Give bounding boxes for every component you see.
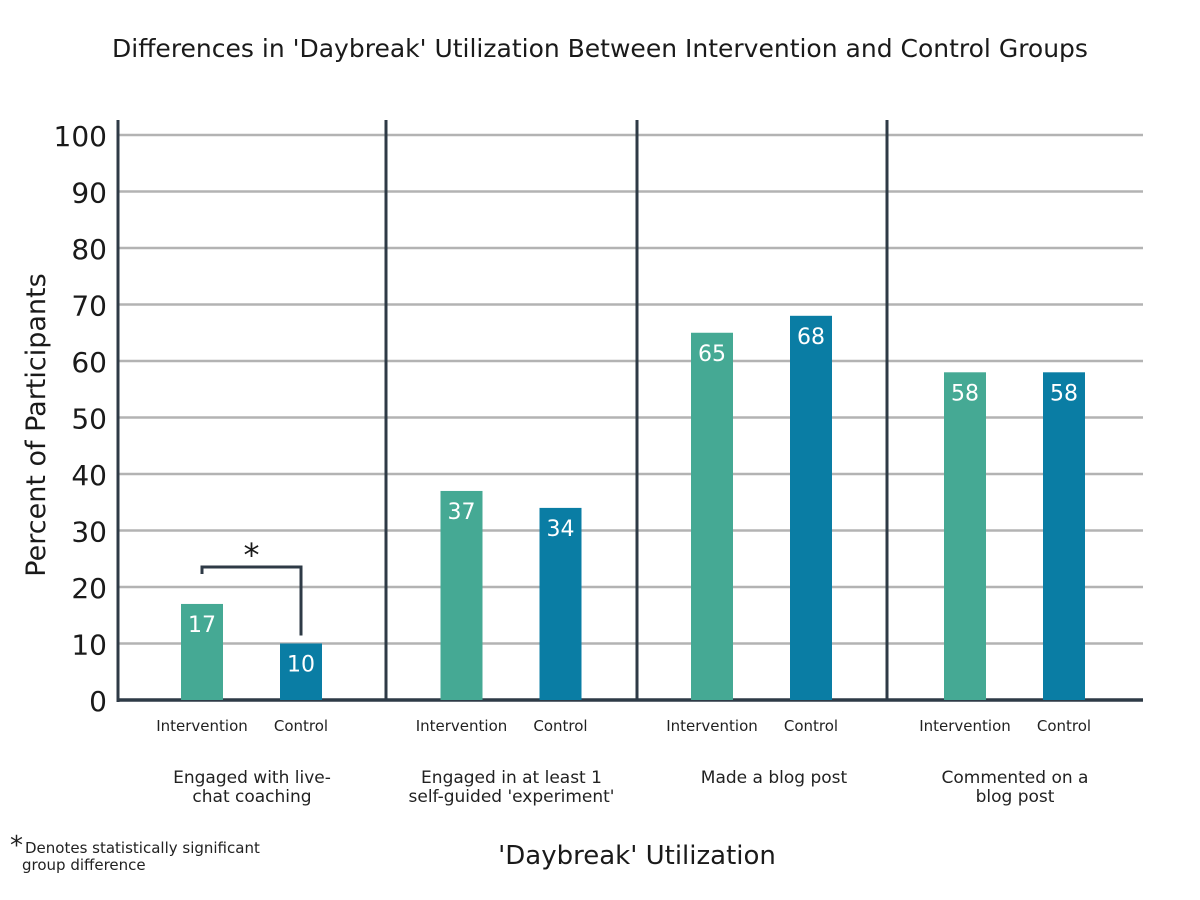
y-tick-label-50: 50 bbox=[71, 403, 107, 436]
category-label-group1-line1: Engaged with live- bbox=[173, 768, 331, 788]
significance-asterisk: * bbox=[244, 536, 260, 574]
y-tick-label-60: 60 bbox=[71, 346, 107, 379]
bar-group2-intervention bbox=[440, 490, 483, 700]
x-tick-label-group4-control: Control bbox=[1037, 717, 1091, 735]
bar-group3-intervention bbox=[691, 332, 733, 700]
y-tick-label-10: 10 bbox=[71, 629, 107, 662]
bar-value-label-group2-intervention: 37 bbox=[448, 500, 476, 525]
bar-value-label-group3-control: 68 bbox=[797, 325, 825, 350]
bar-value-label-group1-control: 10 bbox=[287, 653, 315, 678]
bar-group4-intervention bbox=[944, 372, 986, 700]
category-label-group4-line1: Commented on a bbox=[942, 768, 1089, 788]
bar-value-label-group3-intervention: 65 bbox=[698, 342, 726, 367]
footnote-line-2: group difference bbox=[22, 856, 146, 874]
x-tick-label-group4-intervention: Intervention bbox=[919, 717, 1011, 735]
bar-group1-control bbox=[280, 643, 322, 700]
category-label-group4-line2: blog post bbox=[976, 787, 1055, 807]
bar-value-label-group2-control: 34 bbox=[547, 517, 575, 542]
category-label-group2-line2: self-guided 'experiment' bbox=[409, 787, 615, 807]
significance-bracket bbox=[200, 565, 303, 636]
x-tick-label-group2-control: Control bbox=[533, 717, 587, 735]
bar-value-label-group4-intervention: 58 bbox=[951, 381, 979, 406]
x-tick-label-group3-control: Control bbox=[784, 717, 838, 735]
bar-group3-control bbox=[790, 315, 832, 700]
x-tick-label-group3-intervention: Intervention bbox=[666, 717, 758, 735]
category-label-group1-line2: chat coaching bbox=[192, 787, 311, 807]
x-tick-label-group1-control: Control bbox=[274, 717, 328, 735]
bar-group1-intervention bbox=[181, 603, 223, 700]
bar-group2-control bbox=[539, 507, 582, 700]
category-label-group2-line1: Engaged in at least 1 bbox=[421, 768, 602, 788]
x-tick-label-group1-intervention: Intervention bbox=[156, 717, 248, 735]
y-tick-label-30: 30 bbox=[71, 516, 107, 549]
footnote: * Denotes statistically significant group… bbox=[10, 833, 260, 874]
x-axis-title: 'Daybreak' Utilization bbox=[498, 841, 776, 871]
y-tick-label-40: 40 bbox=[71, 459, 107, 492]
y-tick-label-100: 100 bbox=[54, 120, 107, 153]
footnote-line-1: Denotes statistically significant bbox=[25, 839, 260, 857]
bar-value-label-group4-control: 58 bbox=[1050, 381, 1078, 406]
y-tick-label-90: 90 bbox=[71, 177, 107, 210]
y-tick-label-80: 80 bbox=[71, 233, 107, 266]
bar-value-label-group1-intervention: 17 bbox=[188, 613, 216, 638]
bar-group4-control bbox=[1043, 372, 1085, 700]
y-tick-label-0: 0 bbox=[89, 685, 107, 718]
category-label-group3-line1: Made a blog post bbox=[701, 768, 848, 788]
y-tick-label-70: 70 bbox=[71, 290, 107, 323]
y-tick-label-20: 20 bbox=[71, 572, 107, 605]
chart-title: Differences in 'Daybreak' Utilization Be… bbox=[112, 34, 1088, 63]
x-tick-label-group2-intervention: Intervention bbox=[416, 717, 508, 735]
footnote-marker: * bbox=[10, 831, 23, 861]
y-axis-title: Percent of Participants bbox=[21, 273, 52, 576]
